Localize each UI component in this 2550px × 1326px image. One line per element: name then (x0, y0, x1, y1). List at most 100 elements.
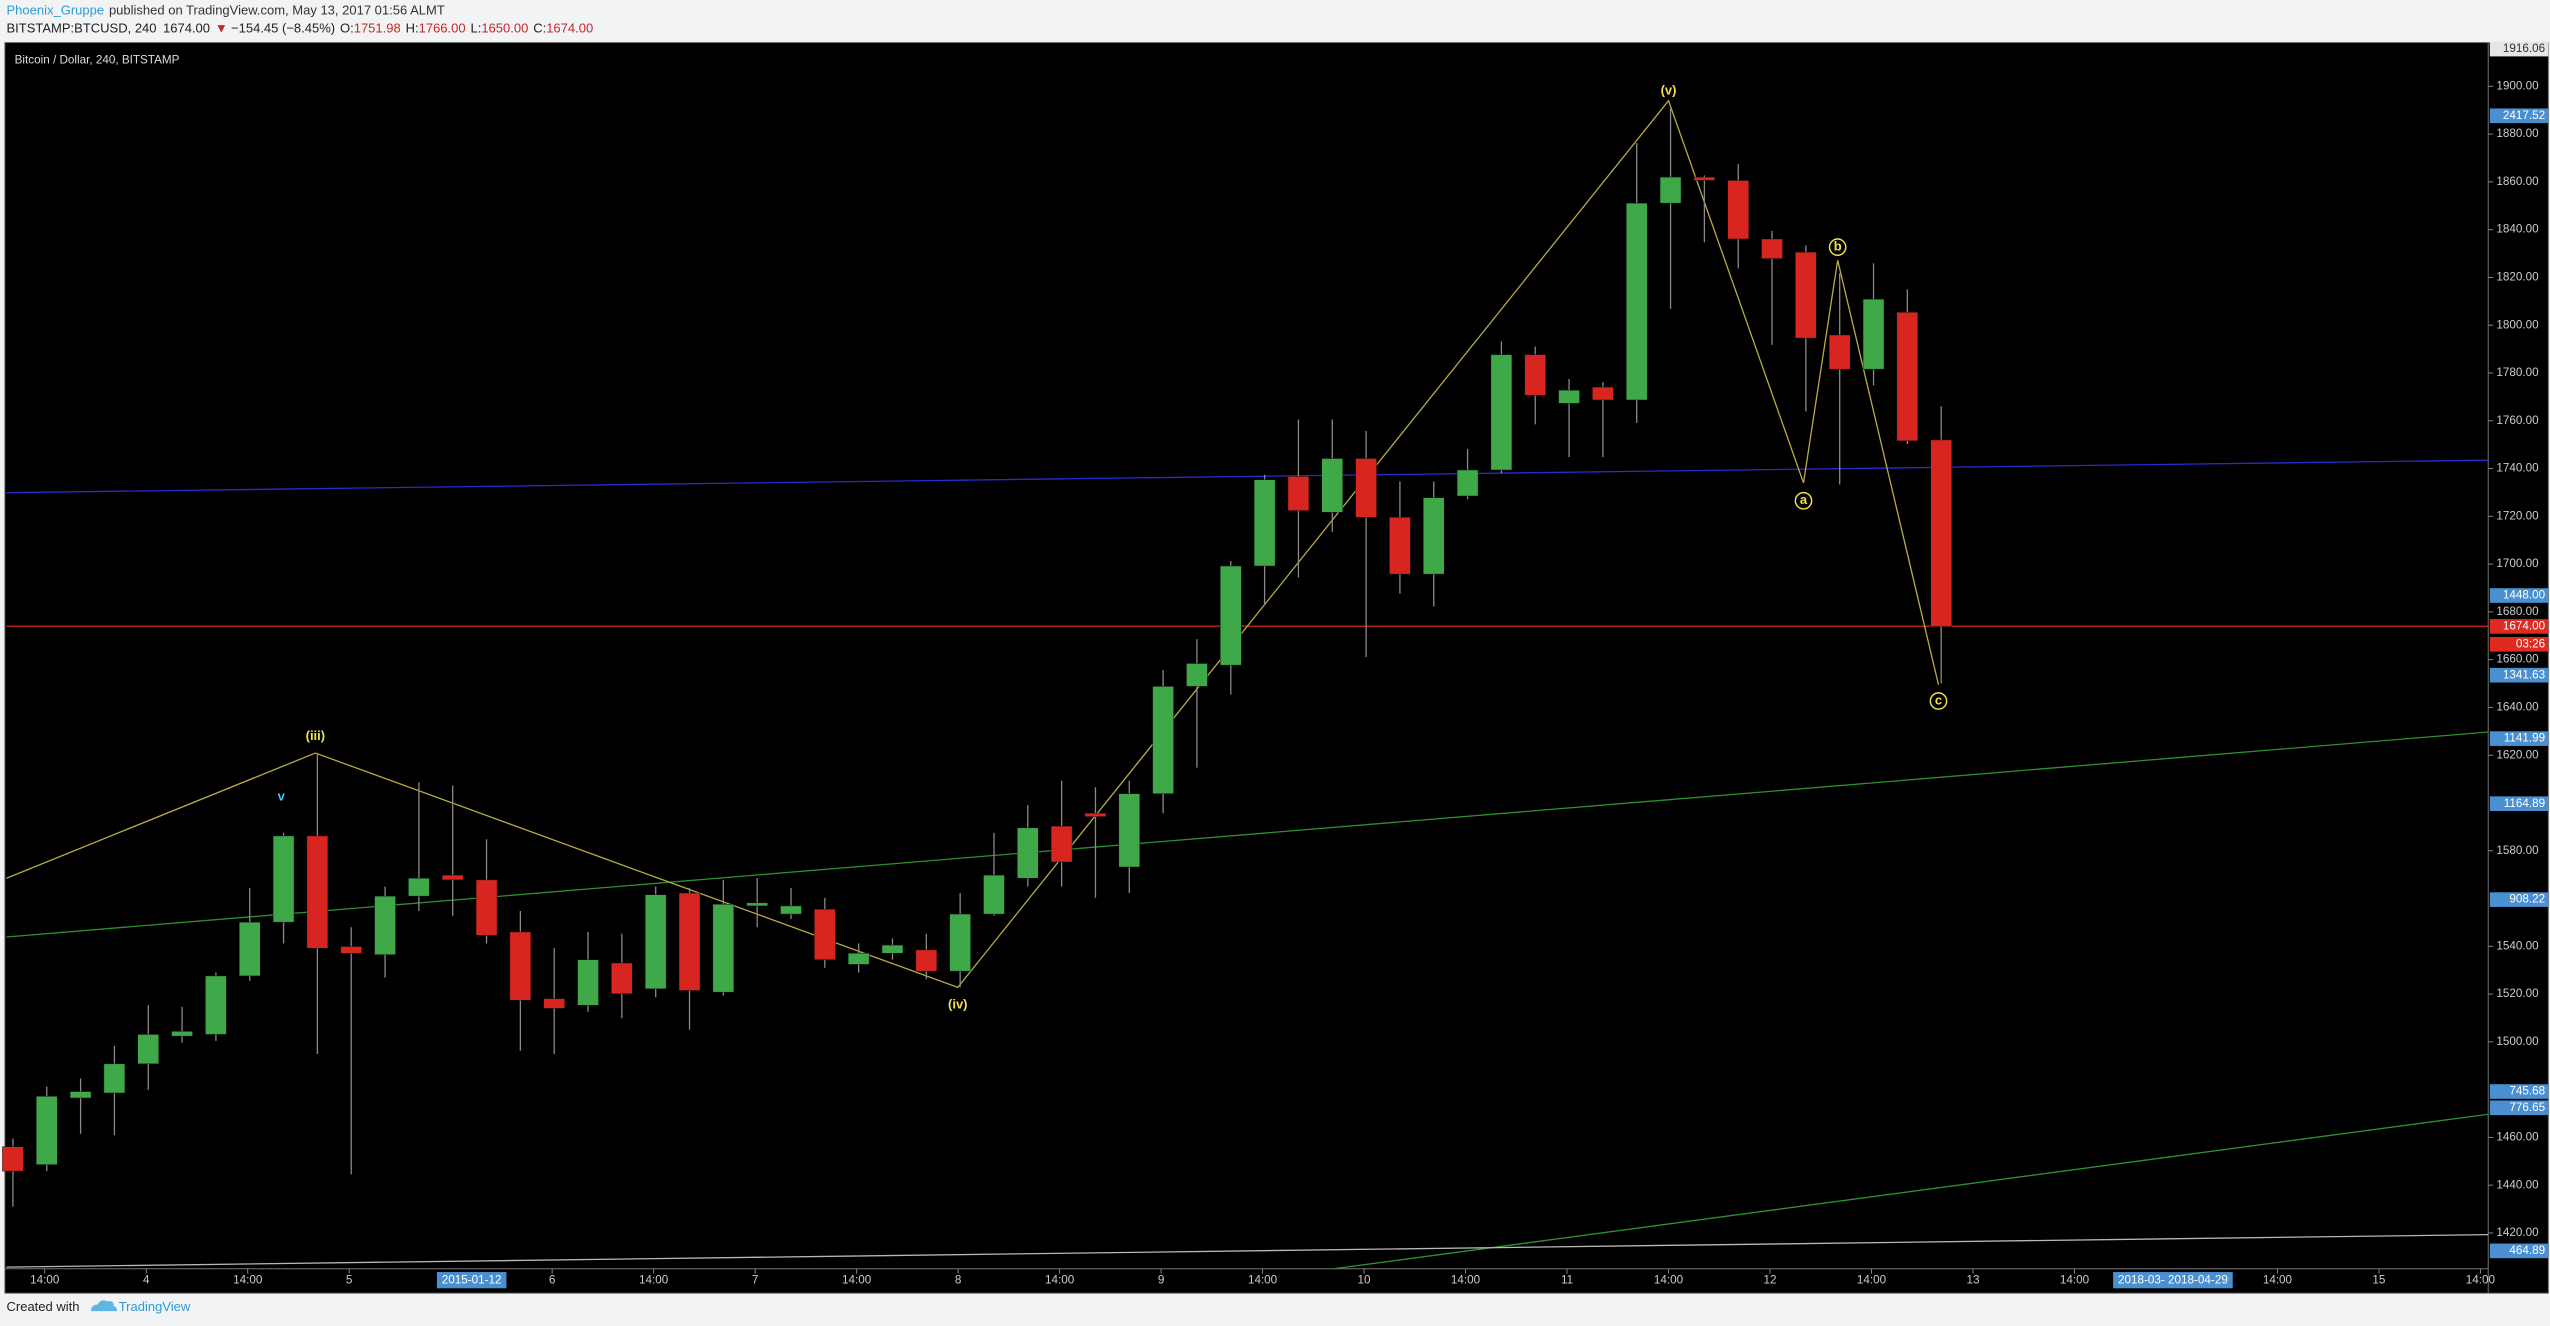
candle-body (847, 952, 870, 965)
candle-body (712, 904, 735, 993)
candle-body (137, 1034, 159, 1065)
x-tick-label: 15 (2372, 1273, 2386, 1286)
y-tick-label: 1860.00 (2496, 175, 2539, 188)
price-badge (2489, 619, 2549, 634)
price-badge-label: 1141.99 (2504, 732, 2545, 745)
candle-body (1930, 439, 1952, 627)
y-tick-label: 1500.00 (2496, 1035, 2539, 1048)
low: 1650.00 (481, 21, 528, 36)
candle-body (611, 962, 633, 995)
y-tick-label: 1540.00 (2496, 939, 2539, 952)
x-tick-label: 14:00 (639, 1273, 669, 1286)
candle-body (103, 1063, 126, 1094)
y-tick-label: 1720.00 (2496, 509, 2539, 522)
candle-body (1287, 476, 1310, 511)
header-line-1: Phoenix_Gruppe published on TradingView.c… (7, 3, 445, 18)
change: −154.45 (−8.45%) (231, 21, 335, 36)
annotation: a (1800, 492, 1808, 507)
price-badge-label: 1164.89 (2504, 797, 2545, 810)
x-tick-label: 8 (955, 1273, 962, 1286)
price-badge (2489, 636, 2549, 652)
candle-body (1625, 202, 1648, 401)
candle-body (69, 1091, 92, 1099)
y-tick-label: 1820.00 (2496, 271, 2539, 284)
trend-line (6, 1233, 2489, 1268)
candle-body (1186, 663, 1208, 687)
price-badge-label: 03:26 (2516, 637, 2545, 650)
price-badge-label: 1674.00 (2503, 620, 2546, 633)
x-tick-label: 10 (1358, 1273, 1371, 1286)
candle-body (780, 905, 802, 915)
candle-body (1524, 354, 1546, 396)
y-tick-label: 1620.00 (2496, 748, 2539, 761)
candle-body (1761, 238, 1783, 259)
x-tick-label: 14:00 (2466, 1273, 2496, 1286)
plot: 1420.00 1440.00 1460.00 1500.00 1520.00 1540.… (2, 41, 2549, 1289)
candle-body (374, 895, 396, 955)
candle-body (475, 879, 498, 936)
price-badge (2489, 667, 2549, 683)
candle-body (340, 946, 362, 954)
y-tick-label: 1440.00 (2496, 1178, 2539, 1191)
symbol: BITSTAMP:BTCUSD, 240 (7, 21, 157, 36)
x-tick-label: 4 (143, 1273, 150, 1286)
x-tick-label: 14:00 (30, 1273, 60, 1286)
trend-line (6, 731, 2489, 938)
price-badge (2489, 41, 2549, 57)
candle-body (171, 1031, 193, 1037)
candle-body (1321, 458, 1343, 513)
x-tick-label: 14:00 (1654, 1273, 1684, 1286)
price-badge (2489, 588, 2549, 603)
y-tick-label: 1420.00 (2496, 1226, 2539, 1239)
candle-body (1727, 180, 1749, 240)
candle-body (915, 949, 938, 972)
candle-body (1389, 517, 1411, 575)
candle-body (1862, 298, 1885, 370)
tradingview-logo (91, 1300, 118, 1312)
candle-body (1220, 565, 1242, 666)
candle-body (36, 1096, 58, 1165)
author[interactable]: Phoenix_Gruppe (7, 3, 105, 18)
x-tick-label: 14:00 (1248, 1273, 1278, 1286)
candle-body (949, 913, 971, 972)
y-tick-label: 1800.00 (2496, 318, 2539, 331)
candle-body (678, 892, 701, 991)
footer-brand[interactable]: TradingView (119, 1299, 191, 1314)
x-marker (436, 1272, 507, 1289)
y-tick-label: 1680.00 (2496, 605, 2539, 618)
candle-body (983, 874, 1005, 915)
candle-body (1456, 469, 1479, 497)
arrow: ▼ (215, 21, 228, 36)
price-badge-label: 2417.52 (2503, 109, 2545, 122)
price-badge (2489, 731, 2549, 746)
candle-body (1152, 686, 1174, 794)
x-tick-label: 14:00 (1045, 1273, 1075, 1286)
candle-body (746, 902, 768, 907)
x-marker-label: 2018-03- 2018-04-29 (2118, 1273, 2228, 1286)
candle-body (1828, 334, 1851, 370)
candle-body (1490, 354, 1513, 471)
price-badge-label: 908.22 (2509, 893, 2545, 906)
published: published on TradingView.com, May 13, 20… (109, 3, 445, 18)
candle-body (1017, 827, 1039, 879)
x-tick-label: 5 (346, 1273, 353, 1286)
close-label: C: (533, 21, 546, 36)
x-tick-label: 14:00 (842, 1273, 872, 1286)
x-marker-label: 2015-01-12 (442, 1273, 502, 1286)
annotation-circle (1794, 491, 1813, 510)
candle-body (543, 998, 565, 1009)
candle-body (1592, 386, 1614, 401)
price-badge (2489, 1100, 2549, 1116)
candle-body (205, 975, 227, 1035)
price-badge-label: 1341.63 (2503, 668, 2545, 681)
price-badge-label: 1916.06 (2503, 42, 2545, 55)
trend-line (6, 99, 1940, 989)
low-label: L: (470, 21, 481, 36)
y-tick-label: 1640.00 (2496, 701, 2539, 714)
candle-body (509, 931, 532, 1001)
y-tick-label: 1840.00 (2496, 223, 2539, 236)
annotation: (iii) (306, 728, 326, 743)
price-badge-label: 745.68 (2509, 1085, 2545, 1098)
candle-body (1896, 312, 1919, 442)
